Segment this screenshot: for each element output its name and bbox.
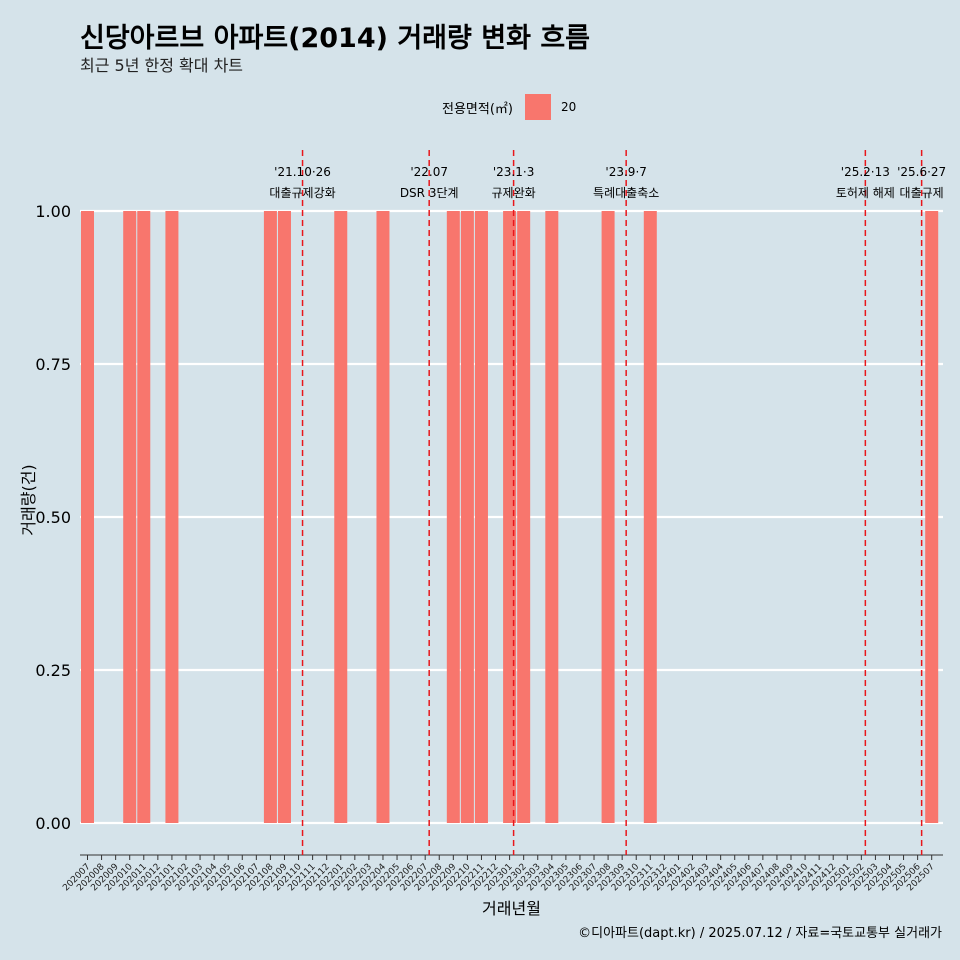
x-axis-title: 거래년월 (482, 899, 541, 918)
event-date-label: '22.07 (410, 165, 448, 179)
bar (263, 211, 277, 823)
event-name-label: 특례대출축소 (593, 186, 659, 200)
bar (545, 211, 559, 823)
bar (123, 211, 137, 823)
bar (334, 211, 348, 823)
event-name-label: DSR 3단계 (400, 186, 459, 200)
y-tick-label: 0.50 (35, 508, 71, 527)
bar (81, 211, 94, 823)
legend: 전용면적(㎡) 20 (442, 94, 576, 120)
bar (643, 211, 657, 823)
legend-key-swatch (524, 94, 551, 120)
event-date-label: '23.9·7 (605, 165, 646, 179)
bar (601, 211, 615, 823)
bar (517, 211, 531, 823)
y-axis-title: 거래량(건) (19, 464, 38, 535)
bar (474, 211, 488, 823)
event-name-label: 토허제 해제 (836, 186, 895, 200)
bar (137, 211, 151, 823)
event-date-label: '25.6·27 (897, 165, 946, 179)
event-name-label: 대출규제 (900, 186, 944, 200)
event-date-label: '23.1·3 (493, 165, 534, 179)
event-name-label: 대출규제강화 (269, 186, 335, 200)
bar (460, 211, 474, 823)
chart-title: 신당아르브 아파트(2014) 거래량 변화 흐름 (80, 23, 591, 54)
y-tick-label: 1.00 (35, 202, 71, 221)
bar (376, 211, 390, 823)
bar (277, 211, 291, 823)
legend-label: 20 (560, 100, 577, 114)
y-tick-label: 0.00 (35, 814, 71, 833)
legend-title: 전용면적(㎡) (442, 101, 513, 117)
event-date-label: '21.10·26 (274, 165, 331, 179)
chart-subtitle: 최근 5년 한정 확대 차트 (80, 56, 244, 75)
bar (165, 211, 179, 823)
event-date-label: '25.2·13 (841, 165, 890, 179)
source-caption: ©디아파트(dapt.kr) / 2025.07.12 / 자료=국토교통부 실… (578, 926, 942, 941)
bar (925, 211, 939, 823)
event-name-label: 규제완화 (492, 186, 536, 200)
y-tick-label: 0.25 (35, 661, 71, 680)
y-tick-label: 0.75 (35, 355, 71, 374)
bar (446, 211, 460, 823)
